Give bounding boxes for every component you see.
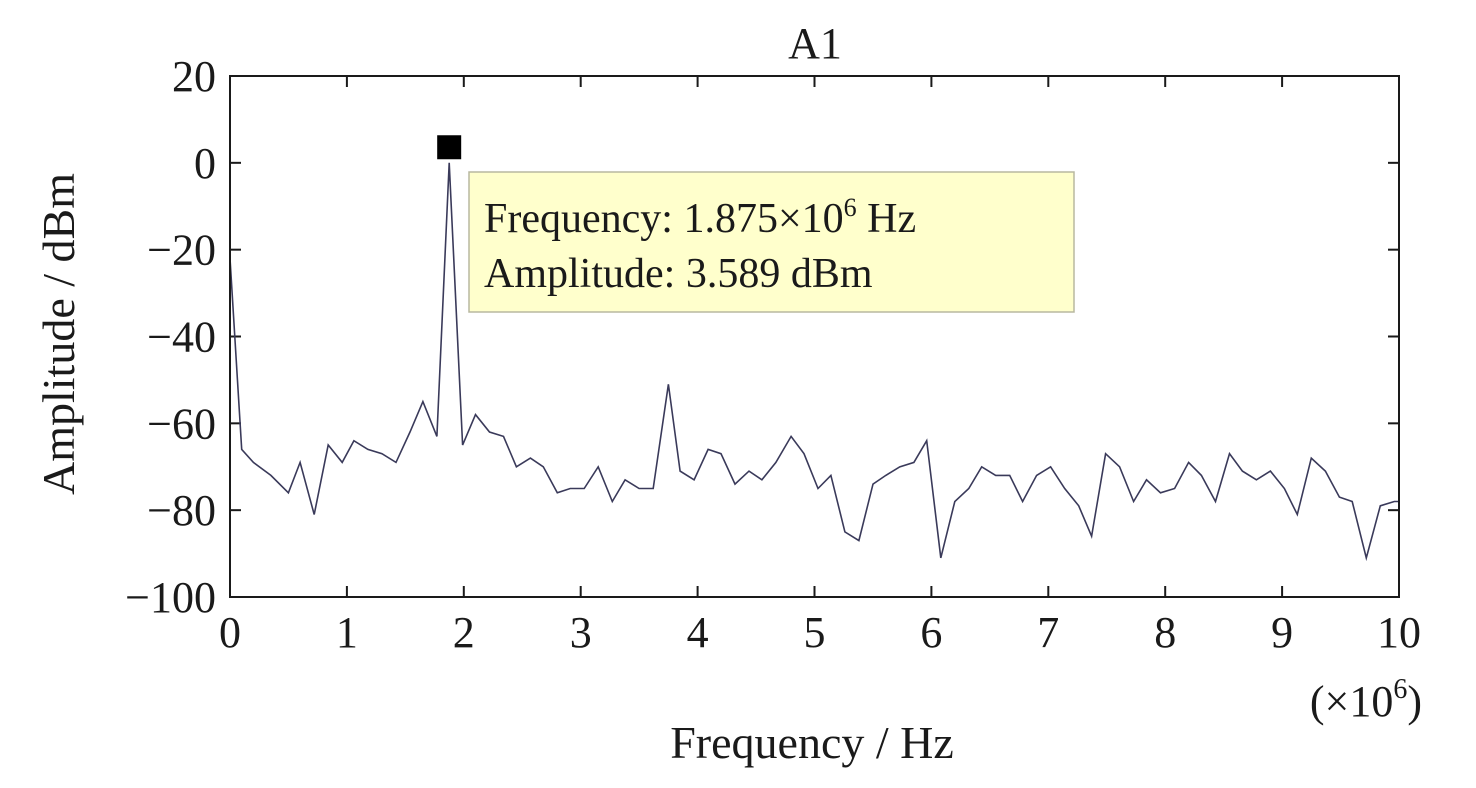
y-axis-label: Amplitude / dBm	[33, 173, 84, 495]
x-multiplier-label: (×106)	[1310, 674, 1422, 726]
x-tick-label: 8	[1154, 608, 1176, 657]
x-tick-label: 2	[453, 608, 475, 657]
series-line	[229, 162, 1399, 562]
y-tick-label: −60	[147, 399, 216, 448]
x-tick-label: 5	[804, 608, 826, 657]
chart-title: A1	[788, 19, 842, 68]
x-multiplier-prefix: (×10	[1310, 677, 1393, 726]
x-multiplier-suffix: )	[1407, 677, 1422, 726]
y-tick-label: 20	[172, 52, 216, 101]
x-tick-label: 1	[336, 608, 358, 657]
datatip-frequency-label: Frequency: 1.875×10	[484, 196, 844, 242]
x-tick-label: 4	[687, 608, 709, 657]
y-tick-label: −20	[147, 226, 216, 275]
plot-frame	[229, 75, 1400, 598]
x-axis-ticks: 0 1 2 3 4 5 6 7 8 9 10	[219, 76, 1421, 657]
x-tick-label: 3	[570, 608, 592, 657]
x-tick-label: 10	[1377, 608, 1421, 657]
datatip-frequency-exponent: 6	[844, 193, 857, 222]
datatip-amplitude: Amplitude: 3.589 dBm	[484, 251, 873, 297]
y-tick-label: −100	[125, 573, 216, 622]
x-tick-label: 7	[1037, 608, 1059, 657]
x-tick-label: 0	[219, 608, 241, 657]
y-tick-label: −80	[147, 486, 216, 535]
x-axis-label: Frequency / Hz	[670, 717, 954, 768]
datatip: Frequency: 1.875×106 Hz Amplitude: 3.589…	[468, 171, 1075, 313]
x-tick-label: 9	[1271, 608, 1293, 657]
y-axis-ticks: 20 0 −20 −40 −60 −80 −100	[125, 52, 1399, 622]
datatip-frequency-unit: Hz	[857, 196, 916, 242]
peak-marker	[437, 135, 462, 160]
datatip-frequency: Frequency: 1.875×106 Hz	[484, 193, 916, 242]
y-tick-label: 0	[194, 139, 216, 188]
y-tick-label: −40	[147, 313, 216, 362]
x-multiplier-exponent: 6	[1393, 674, 1407, 705]
datatip-box	[468, 171, 1075, 313]
x-tick-label: 6	[920, 608, 942, 657]
